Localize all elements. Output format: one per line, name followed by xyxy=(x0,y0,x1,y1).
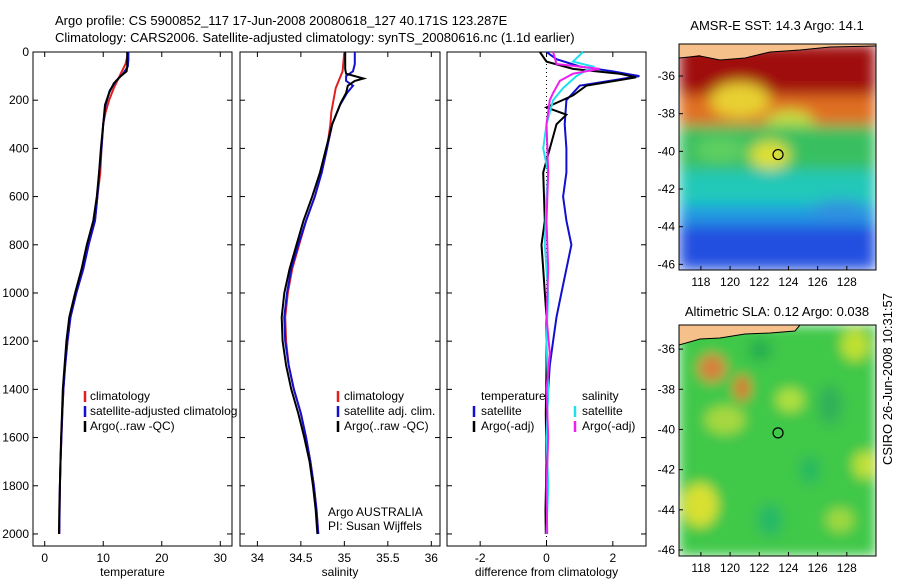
legend-entry: Argo(..raw -QC) xyxy=(344,419,429,433)
side-timestamp: CSIRO 26-Jun-2008 10:31:57 xyxy=(880,293,895,465)
argo-location-marker xyxy=(772,148,784,161)
temperature-panel-xlabel: temperature xyxy=(100,565,165,579)
panel-annotation: PI: Susan Wijffels xyxy=(328,519,422,533)
x-tick-label: 30 xyxy=(214,551,228,565)
y-tick-label: 1000 xyxy=(2,286,29,300)
argo-location-marker xyxy=(772,427,784,439)
sst-map: 118 120 122 124 126 128 -36 -38 -40 -42 -44 -46 xyxy=(658,69,857,289)
series-line-satellite xyxy=(283,52,356,535)
series-line-temp-argo xyxy=(539,51,637,535)
series-line-temp-satellite xyxy=(545,51,640,535)
x-tick-label: 35.5 xyxy=(376,551,400,565)
x-tick-label: 122 xyxy=(749,275,769,289)
y-tick-label: 1600 xyxy=(2,431,29,445)
legend-entry: Argo(-adj) xyxy=(582,419,635,433)
salinity-panel: 34 34.5 35 35.5 36 salinity climatologysatelli… xyxy=(239,51,441,579)
legend-title-salinity: salinity xyxy=(582,389,619,403)
legend-entry: satellite xyxy=(481,404,522,418)
legend-entry: Argo(-adj) xyxy=(481,419,534,433)
y-tick-label: 0 xyxy=(22,45,29,59)
legend-entry: satellite xyxy=(582,404,623,418)
sst-map-title: AMSR-E SST: 14.3 Argo: 14.1 xyxy=(690,18,863,33)
x-tick-label: 118 xyxy=(691,561,710,575)
y-tick-label: -42 xyxy=(658,463,676,477)
x-tick-label: 120 xyxy=(720,275,740,289)
legend-title-temperature: temperature xyxy=(481,389,546,403)
difference-panel-xlabel: difference from climatology xyxy=(475,565,618,579)
y-tick-label: -46 xyxy=(658,257,676,271)
x-tick-label: 128 xyxy=(837,275,857,289)
salinity-panel-frame xyxy=(239,51,441,547)
temperature-panel-frame xyxy=(32,51,233,547)
x-tick-label: 118 xyxy=(691,275,710,289)
x-tick-label: 126 xyxy=(808,561,828,575)
x-tick-label: 124 xyxy=(778,275,798,289)
legend-entry: satellite adj. clim. xyxy=(344,404,435,418)
sla-map-title: Altimetric SLA: 0.12 Argo: 0.038 xyxy=(685,304,869,319)
legend-entry: Argo(..raw -QC) xyxy=(90,419,175,433)
x-tick-label: 35 xyxy=(338,551,352,565)
y-tick-label: -36 xyxy=(658,342,676,356)
x-tick-label: 10 xyxy=(97,551,111,565)
y-tick-label: -40 xyxy=(658,422,676,436)
y-tick-label: 1800 xyxy=(2,479,29,493)
salinity-panel-xlabel: salinity xyxy=(322,565,359,579)
series-line-argo xyxy=(58,52,129,535)
sst-map-field xyxy=(679,44,876,270)
header-line-1: Argo profile: CS 5900852_117 17-Jun-2008… xyxy=(55,13,508,28)
x-tick-label: 34 xyxy=(251,551,265,565)
sla-map-field xyxy=(679,325,876,556)
x-tick-label: 20 xyxy=(155,551,169,565)
y-tick-label: -38 xyxy=(658,382,676,396)
y-tick-label: 1400 xyxy=(2,382,29,396)
x-tick-label: 120 xyxy=(720,561,740,575)
y-tick-label: -44 xyxy=(658,503,676,517)
x-tick-label: 126 xyxy=(808,275,828,289)
y-tick-label: 600 xyxy=(9,190,29,204)
legend-entry: satellite-adjusted climatolog xyxy=(90,404,237,418)
legend-entry: climatology xyxy=(344,389,404,403)
sla-map-frame xyxy=(678,324,877,557)
y-tick-label: 1200 xyxy=(2,334,29,348)
x-tick-label: -2 xyxy=(475,551,486,565)
y-tick-label: 400 xyxy=(9,141,29,155)
y-tick-label: 2000 xyxy=(2,527,29,541)
y-tick-label: -42 xyxy=(658,182,676,196)
y-tick-label: -40 xyxy=(658,144,676,158)
x-tick-label: 2 xyxy=(609,551,616,565)
y-tick-label: 800 xyxy=(9,238,29,252)
x-tick-label: 36 xyxy=(425,551,439,565)
header-line-2: Climatology: CARS2006. Satellite-adjuste… xyxy=(55,30,575,45)
y-tick-label: 200 xyxy=(9,93,29,107)
x-tick-label: 128 xyxy=(837,561,857,575)
x-tick-label: 122 xyxy=(749,561,769,575)
y-tick-label: -36 xyxy=(658,69,676,83)
y-tick-label: -38 xyxy=(658,107,676,121)
sst-map-frame xyxy=(678,43,877,271)
series-line-sal-argo xyxy=(545,51,600,535)
chart-marks: 0 10 20 30020040060080010001200140016001800… xyxy=(2,45,857,579)
x-tick-label: 34.5 xyxy=(289,551,313,565)
y-tick-label: -44 xyxy=(658,220,676,234)
x-tick-label: 0 xyxy=(543,551,550,565)
legend-entry: climatology xyxy=(90,389,150,403)
x-tick-label: 0 xyxy=(41,551,48,565)
y-tick-label: -46 xyxy=(658,543,676,557)
temperature-panel: 0 10 20 30 0 200 400 600 800 1000 1200 1400 1600 1800… xyxy=(2,45,237,579)
sla-map: 118 120 122 124 126 128 -36 -38 -40 -42 -44 -46 xyxy=(658,342,857,575)
x-tick-label: 124 xyxy=(778,561,798,575)
panel-annotation: Argo AUSTRALIA xyxy=(328,505,423,519)
series-line-argo xyxy=(280,52,368,535)
